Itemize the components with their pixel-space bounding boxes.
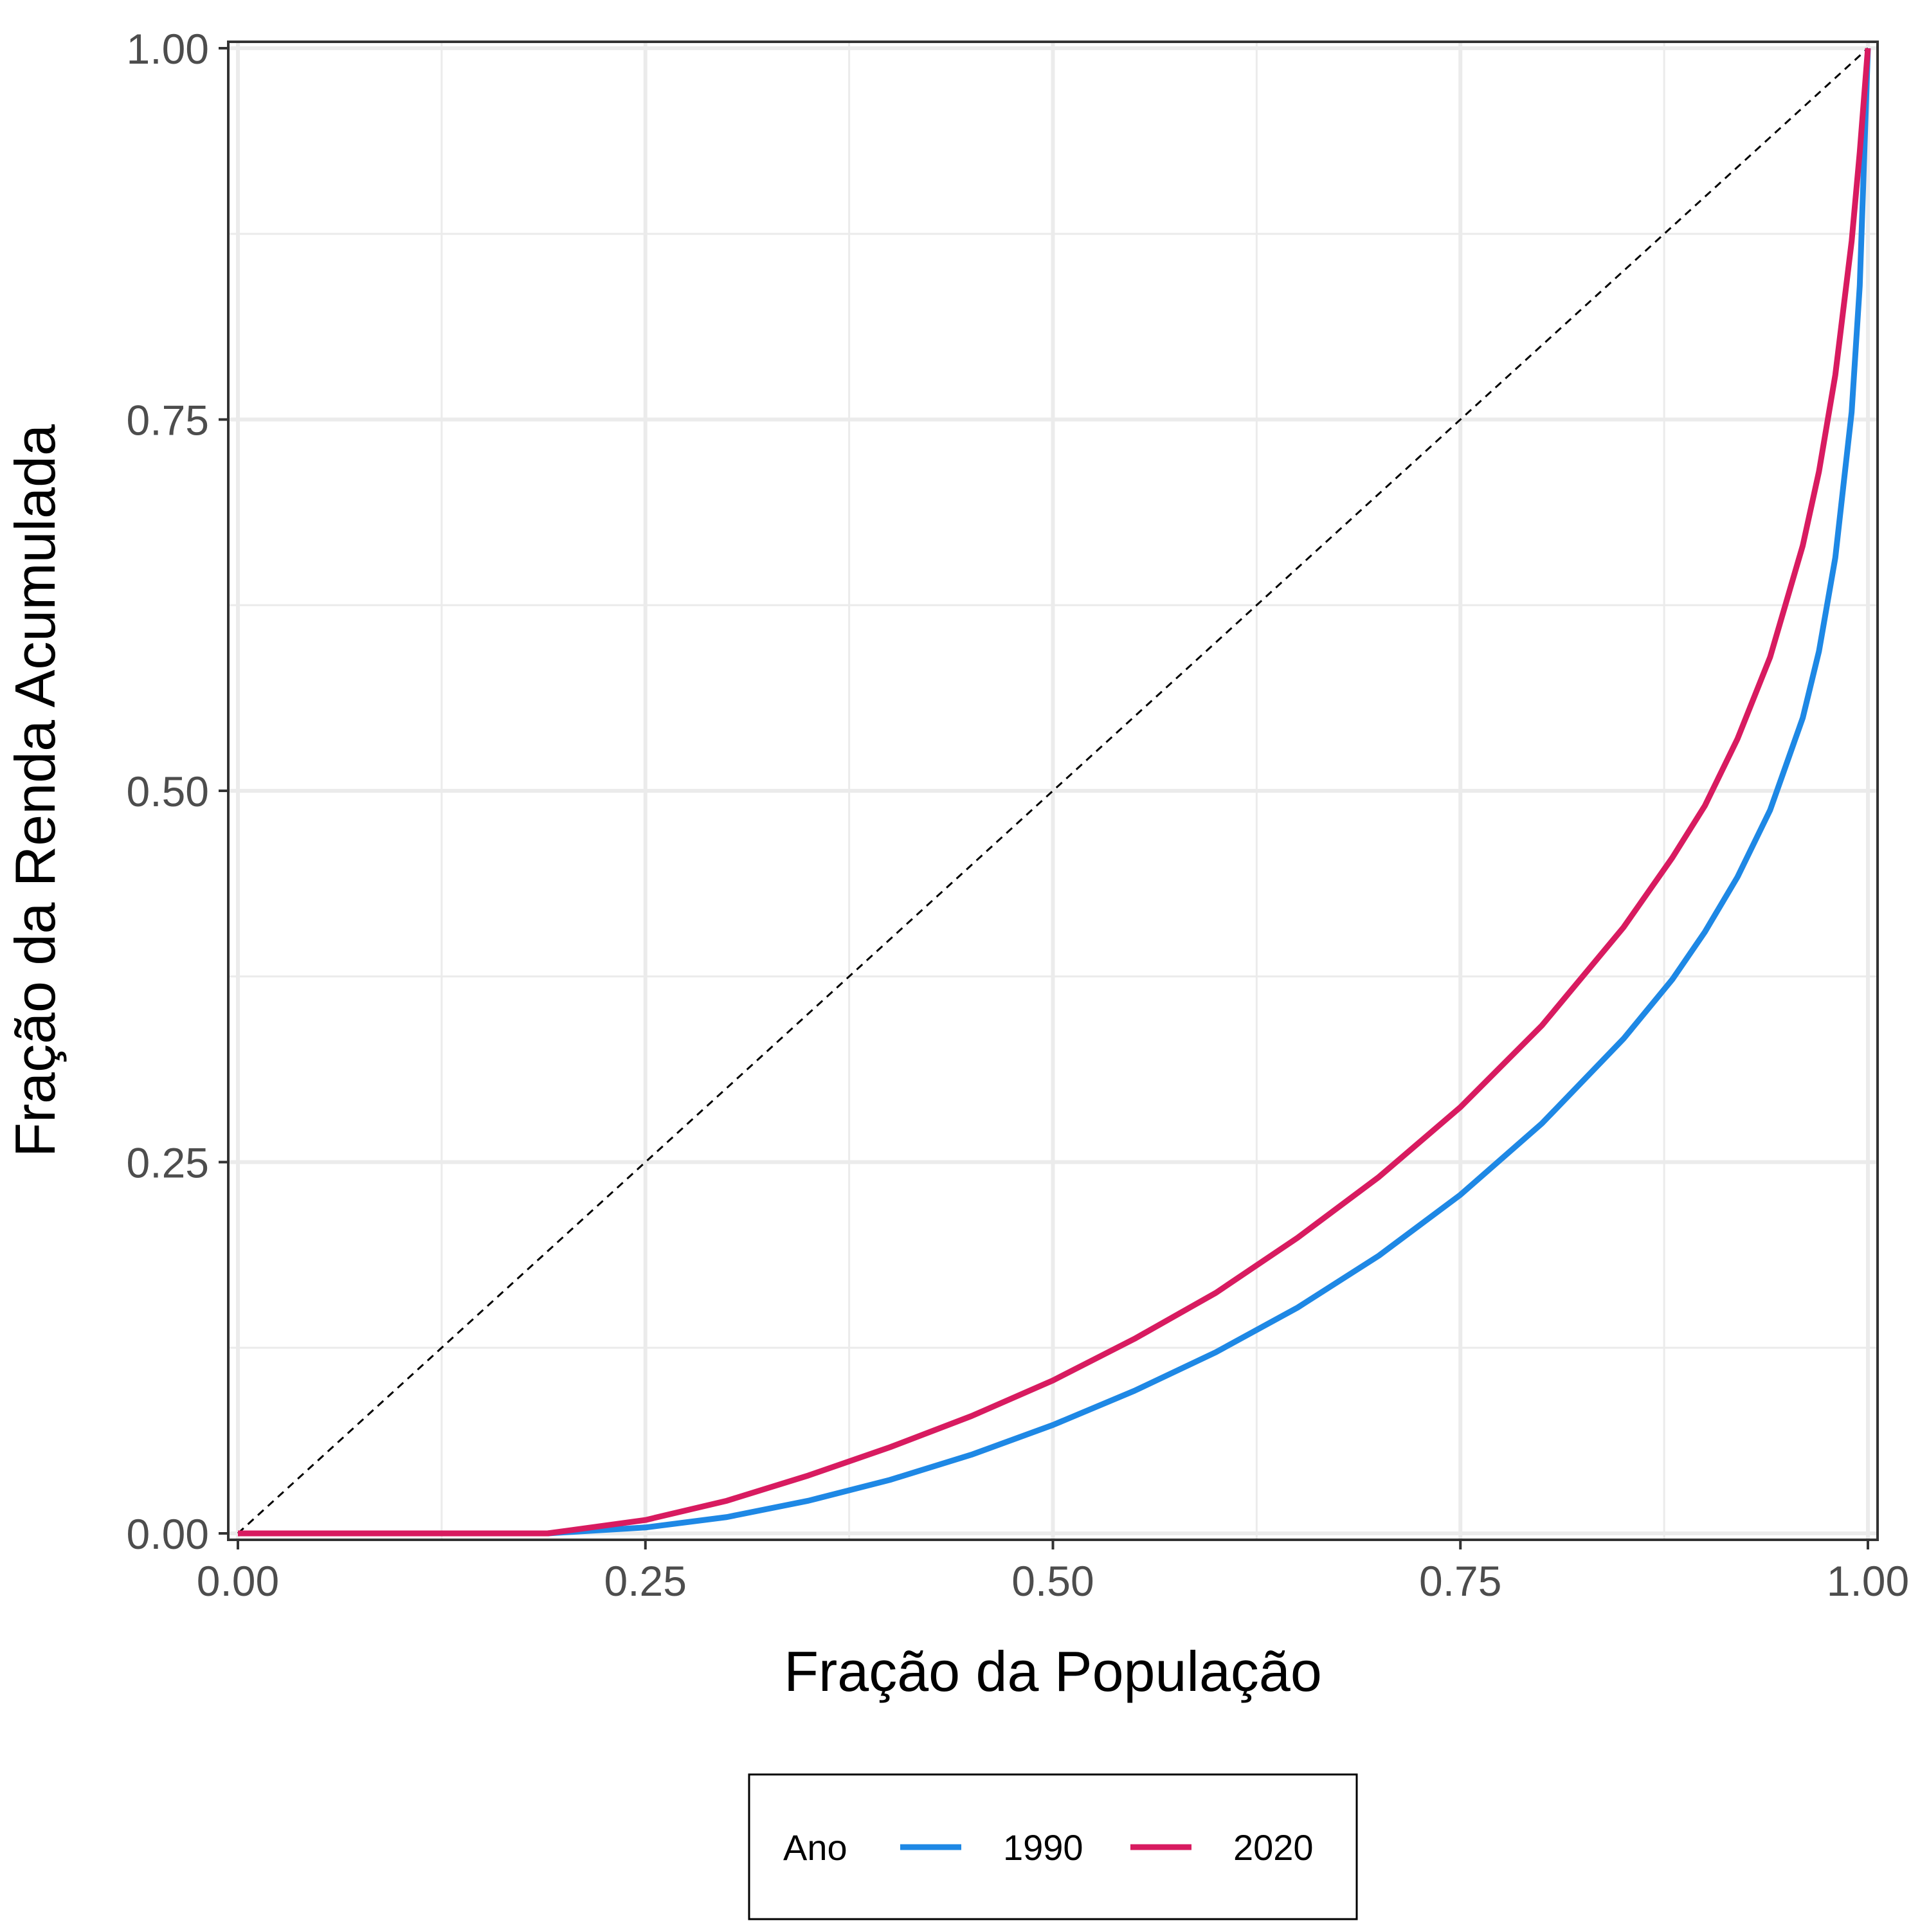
y-axis-title: Fração da Renda Acumulada: [3, 424, 67, 1157]
plot-panel: [228, 42, 1878, 1540]
x-axis-title: Fração da População: [784, 1639, 1322, 1703]
y-tick-label: 0.00: [127, 1510, 209, 1558]
series-line-1990: [238, 48, 1871, 1537]
legend-label-1990: 1990: [1003, 1827, 1083, 1868]
y-tick-label: 0.50: [127, 768, 209, 815]
x-tick-label: 0.25: [604, 1557, 687, 1605]
y-tick-label: 0.75: [127, 397, 209, 444]
axes: 0.00 0.25 0.50 0.75 1.00 0.00 0.25 0.50 0.75 1.00: [127, 25, 1910, 1605]
x-tick-label: 0.50: [1011, 1557, 1094, 1605]
series-line-2020: [238, 48, 1871, 1537]
legend-title: Ano: [783, 1827, 847, 1868]
data-lines: [237, 47, 1871, 1537]
x-tick-label: 0.75: [1419, 1557, 1501, 1605]
x-tick-label: 0.00: [197, 1557, 279, 1605]
y-tick-label: 0.25: [127, 1139, 209, 1187]
y-tick-label: 1.00: [127, 25, 209, 73]
legend-label-2020: 2020: [1233, 1827, 1314, 1868]
x-tick-label: 1.00: [1827, 1557, 1909, 1605]
equality-reference-line: [237, 47, 1869, 1535]
legend-box: [748, 1773, 1358, 1920]
legend: Ano 1990 2020: [748, 1773, 1358, 1920]
